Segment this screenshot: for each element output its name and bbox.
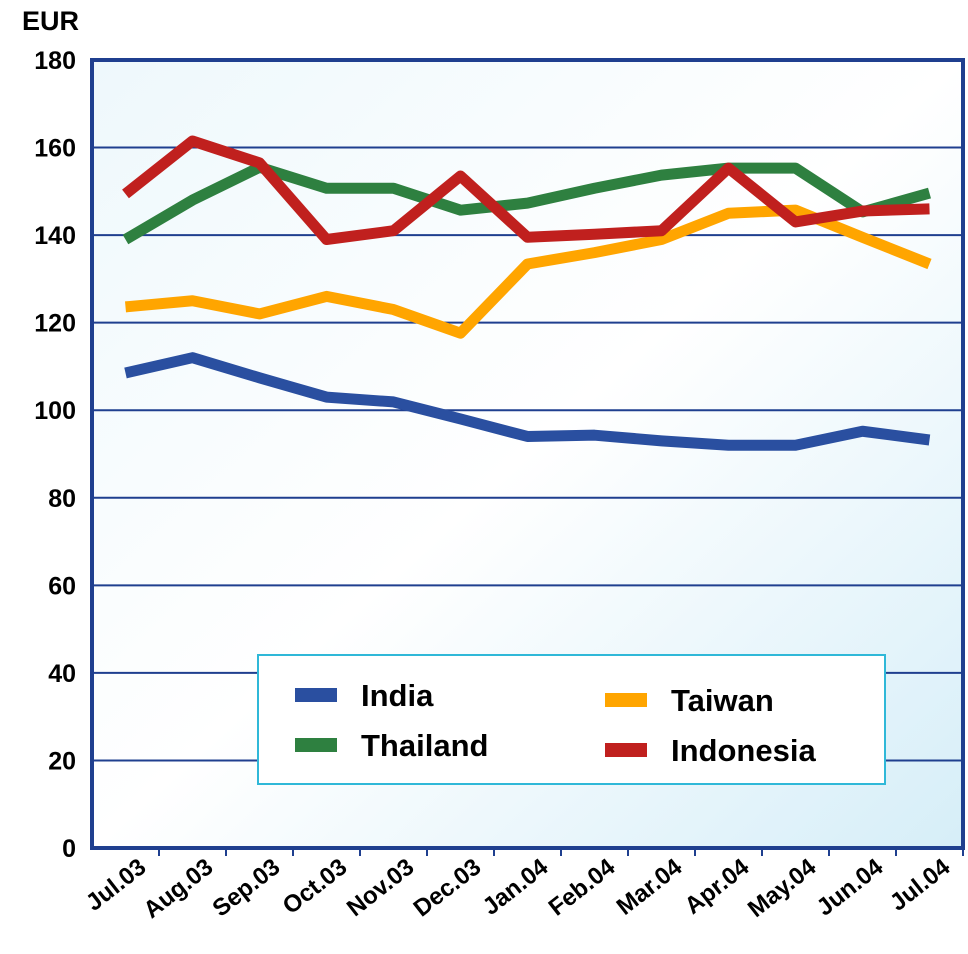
legend-box [257, 654, 886, 785]
y-tick-label: 80 [48, 485, 76, 513]
x-tick-label: Jul.03 [81, 853, 151, 916]
x-tick-label: Oct.03 [278, 853, 352, 919]
y-tick-label: 20 [48, 747, 76, 775]
x-tick-label: Aug.03 [139, 853, 219, 924]
legend-swatch [295, 738, 337, 752]
x-tick-label: Feb.04 [544, 853, 621, 921]
y-tick-label: 60 [48, 572, 76, 600]
legend-swatch [605, 743, 647, 757]
x-tick-label: Jun.04 [812, 853, 889, 921]
legend-label: Thailand [361, 728, 488, 763]
legend-label: Indonesia [671, 733, 816, 768]
legend-label: Taiwan [671, 683, 774, 718]
x-tick-label: Nov.03 [342, 853, 419, 922]
legend-label: India [361, 678, 434, 713]
y-tick-label: 160 [34, 135, 76, 163]
y-tick-label: 0 [62, 835, 76, 863]
y-tick-label: 180 [34, 47, 76, 75]
x-tick-label: May.04 [743, 853, 822, 923]
x-tick-label: Apr.04 [680, 853, 755, 920]
x-tick-label: Jul.04 [885, 853, 956, 917]
legend-swatch [605, 693, 647, 707]
series-line [124, 204, 932, 339]
y-tick-label: 100 [34, 397, 76, 425]
series-line [122, 135, 930, 245]
x-tick-label: Jan.04 [478, 853, 554, 921]
y-axis-label: EUR [22, 6, 79, 36]
legend-swatch [295, 688, 337, 702]
y-tick-label: 120 [34, 310, 76, 338]
series-line [124, 352, 931, 451]
y-tick-label: 140 [34, 222, 76, 250]
x-tick-label: Mar.04 [612, 853, 688, 921]
x-tick-label: Dec.03 [409, 853, 487, 922]
plot-border [90, 58, 965, 850]
x-tick-label: Sep.03 [208, 853, 286, 922]
y-tick-label: 40 [48, 660, 76, 688]
